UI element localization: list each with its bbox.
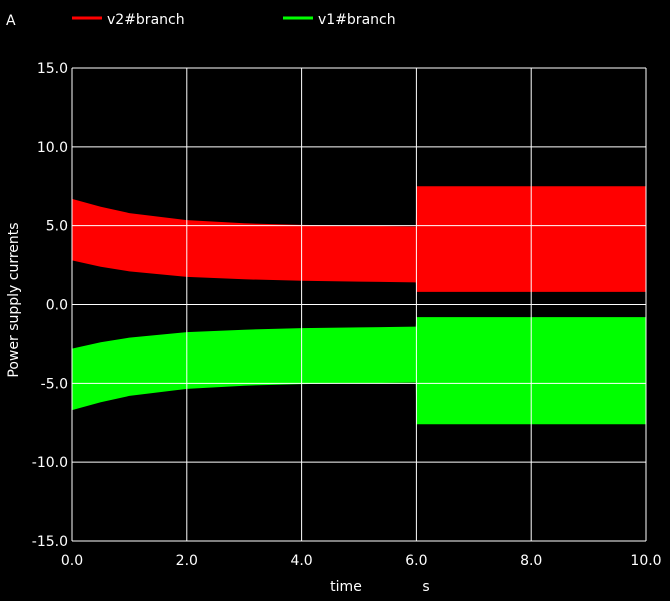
legend-label-v1: v1#branch — [318, 12, 396, 28]
y-tick-label: 15.0 — [37, 61, 68, 77]
series-band-1 — [72, 317, 646, 425]
y-tick-label: 5.0 — [46, 219, 68, 235]
series-bands — [72, 186, 646, 425]
x-tick-label: 10.0 — [630, 553, 661, 569]
x-tick-label: 8.0 — [520, 553, 542, 569]
x-tick-label: 2.0 — [176, 553, 198, 569]
x-tick-label: 0.0 — [61, 553, 83, 569]
y-tick-label: -15.0 — [32, 534, 68, 550]
series-band-0 — [72, 186, 646, 292]
x-axis-label: time — [330, 579, 362, 595]
x-axis-unit: s — [422, 579, 429, 595]
gridlines — [71, 67, 647, 542]
tick-labels: 0.0 2.0 4.0 6.0 8.0 10.0 15.0 10.0 5.0 0.0 -5.0 -10… — [32, 61, 662, 569]
unit-label: A — [6, 13, 16, 29]
x-tick-label: 4.0 — [290, 553, 312, 569]
y-tick-label: -5.0 — [41, 376, 68, 392]
legend-label-v2: v2#branch — [107, 12, 185, 28]
y-tick-label: 10.0 — [37, 140, 68, 156]
y-tick-label: -10.0 — [32, 455, 68, 471]
legend: v2#branch v1#branch — [72, 12, 396, 28]
y-axis-label: Power supply currents — [6, 222, 22, 377]
x-tick-label: 6.0 — [405, 553, 427, 569]
y-tick-label: 0.0 — [46, 298, 68, 314]
